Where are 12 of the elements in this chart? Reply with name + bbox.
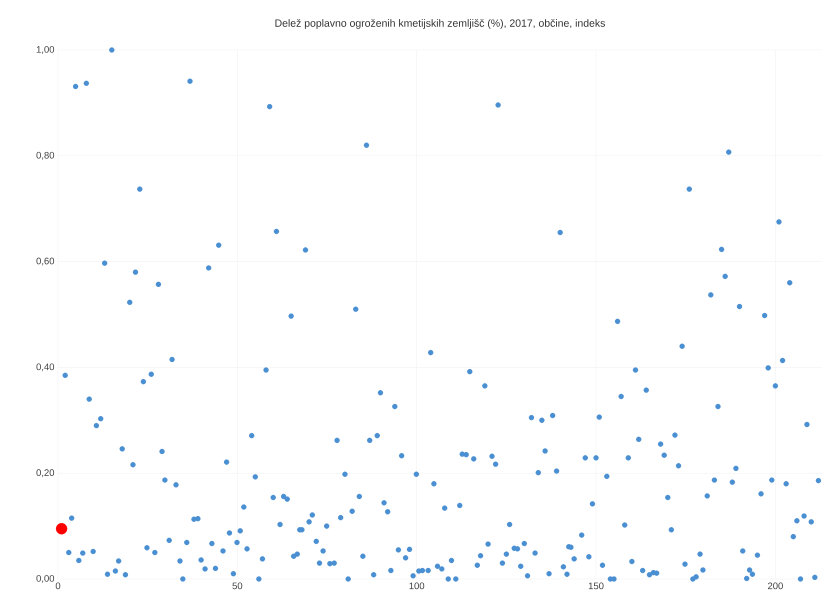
x-tick-label: 100 bbox=[410, 582, 424, 590]
x-tick-label: 50 bbox=[232, 582, 242, 590]
y-tick-label: 1,00 bbox=[36, 46, 54, 54]
x-tick-label: 0 bbox=[56, 582, 60, 590]
y-tick-label: 0,80 bbox=[36, 152, 54, 160]
y-tick-label: 0,00 bbox=[36, 575, 54, 583]
x-tick-label: 200 bbox=[768, 582, 783, 590]
x-tick-label: 150 bbox=[588, 582, 604, 590]
y-tick-label: 0,20 bbox=[36, 469, 54, 478]
y-tick-label: 0,60 bbox=[36, 258, 54, 266]
chart-title: Delež poplavno ogroženih kmetijskih zemljišč (%), 2017, občine, indeks bbox=[275, 19, 605, 29]
y-tick-label: 0,40 bbox=[36, 363, 54, 372]
